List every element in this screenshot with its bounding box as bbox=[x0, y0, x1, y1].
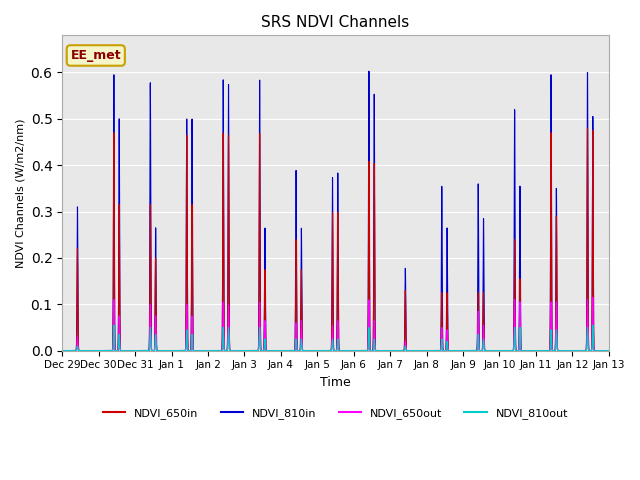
Title: SRS NDVI Channels: SRS NDVI Channels bbox=[261, 15, 410, 30]
X-axis label: Time: Time bbox=[320, 376, 351, 389]
Y-axis label: NDVI Channels (W/m2/nm): NDVI Channels (W/m2/nm) bbox=[15, 118, 25, 268]
Text: EE_met: EE_met bbox=[70, 49, 121, 62]
Legend: NDVI_650in, NDVI_810in, NDVI_650out, NDVI_810out: NDVI_650in, NDVI_810in, NDVI_650out, NDV… bbox=[99, 404, 572, 423]
